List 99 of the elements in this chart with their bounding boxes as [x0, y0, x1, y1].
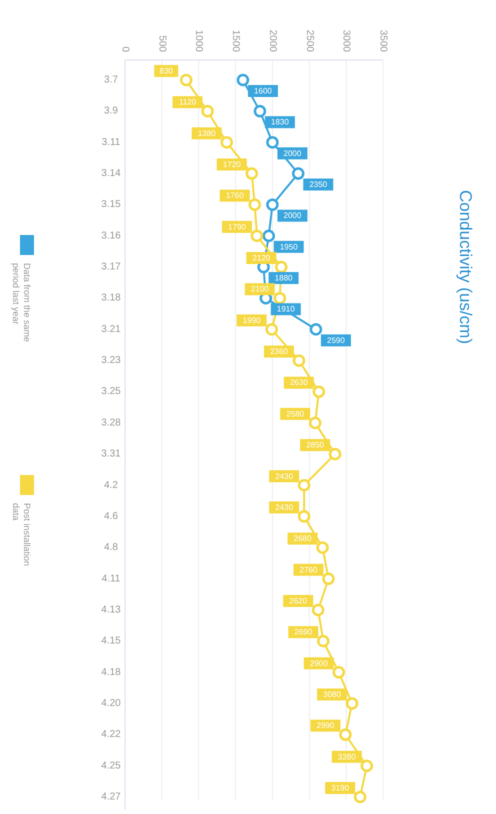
x-tick-label: 2500 — [304, 30, 315, 52]
point — [254, 104, 266, 118]
data-label: 1790 — [228, 222, 246, 232]
data-label: 2590 — [327, 336, 346, 345]
point — [346, 697, 358, 710]
data-label: 1830 — [271, 118, 290, 127]
point — [298, 510, 310, 523]
legend-label: Post installation data — [11, 503, 32, 566]
point — [266, 136, 279, 149]
data-label: 2120 — [252, 254, 271, 263]
text: Conductivity (us/cm) — [456, 190, 475, 344]
y-tick-label: 4.13 — [101, 604, 122, 616]
x-tick-label: 0 — [120, 46, 130, 52]
y-tick-label: 4.22 — [101, 729, 122, 740]
data-label: 2580 — [286, 409, 305, 418]
point — [312, 604, 324, 616]
data-label: 1600 — [254, 86, 272, 96]
data-label: 2430 — [275, 502, 294, 512]
data-label: 2000 — [284, 211, 302, 220]
point — [328, 448, 342, 460]
y-tick-label: 3.17 — [101, 262, 122, 273]
data-label: 2350 — [309, 180, 328, 190]
data-label: 2680 — [294, 534, 312, 544]
point — [275, 260, 288, 274]
y-tick-label: 3.31 — [101, 448, 122, 460]
point — [292, 354, 306, 367]
x-tick-label: 1500 — [230, 30, 242, 52]
y-tick-label: 3.15 — [101, 199, 122, 210]
y-tick-label: 3.7 — [104, 74, 118, 86]
y-tick-label: 4.25 — [101, 760, 122, 772]
data-label: 3190 — [331, 784, 350, 792]
point — [332, 666, 346, 679]
data-label: 2360 — [270, 347, 288, 356]
data-label: 2690 — [294, 628, 313, 637]
data-label: 1120 — [178, 98, 197, 107]
point — [312, 385, 326, 398]
y-tick-label: 3.25 — [101, 386, 122, 398]
data-label: 3080 — [323, 690, 342, 699]
point — [354, 790, 366, 804]
point — [274, 292, 286, 304]
point — [250, 230, 264, 242]
data-label: 1910 — [276, 304, 296, 314]
data-label: 2990 — [316, 721, 335, 730]
y-tick-label: 3.18 — [101, 292, 122, 304]
point — [308, 416, 322, 430]
y-tick-label: 4.8 — [104, 542, 118, 554]
data-label: 1880 — [274, 274, 294, 283]
y-tick-label: 3.14 — [101, 168, 122, 180]
data-label: 1950 — [280, 242, 298, 252]
point — [180, 74, 192, 86]
y-tick-label: 4.11 — [102, 573, 121, 584]
y-tick-label: 4.15 — [101, 636, 122, 647]
x-tick-label: 1000 — [193, 30, 204, 52]
point — [292, 167, 304, 180]
legend-label: Data from the same period last year — [11, 263, 32, 342]
data-label: 2100 — [250, 284, 270, 294]
point — [298, 479, 310, 492]
point — [266, 198, 279, 211]
y-tick-label: 3.28 — [101, 417, 122, 428]
data-label: 2900 — [310, 658, 328, 668]
x-tick-label: 2000 — [266, 30, 278, 52]
y-tick-label: 4.27 — [101, 792, 122, 802]
data-label: 2760 — [300, 565, 318, 574]
data-label: 1990 — [242, 316, 262, 325]
point — [317, 634, 330, 648]
y-tick-label: 4.6 — [104, 510, 118, 522]
data-label: 1760 — [226, 191, 244, 200]
y-tick-label: 4.18 — [101, 666, 122, 678]
point — [220, 136, 233, 149]
point — [201, 104, 214, 118]
y-tick-label: 3.23 — [101, 355, 122, 366]
y-tick-label: 4.20 — [101, 698, 122, 709]
data-label: 2430 — [275, 472, 294, 481]
data-label: 1720 — [222, 160, 242, 170]
y-tick-label: 3.11 — [102, 136, 121, 148]
x-tick-label: 3000 — [340, 30, 352, 52]
point — [339, 728, 352, 741]
point — [236, 74, 250, 86]
x-tick-label: 500 — [156, 35, 168, 52]
point — [265, 323, 278, 336]
data-label: 2620 — [289, 596, 308, 606]
point — [262, 230, 275, 242]
data-label: 2850 — [306, 440, 325, 450]
x-tick-label: 3500 — [378, 30, 388, 52]
y-tick-label: 3.21 — [101, 324, 122, 335]
data-label: 2630 — [290, 378, 308, 388]
y-tick-label: 4.2 — [104, 480, 118, 491]
data-label: 1380 — [198, 128, 216, 138]
y-tick-label: 3.16 — [101, 230, 122, 242]
point — [316, 541, 329, 554]
data-label: 2000 — [284, 148, 302, 158]
point — [322, 572, 335, 586]
point — [246, 167, 258, 180]
point — [310, 323, 322, 336]
data-label: 3280 — [338, 752, 356, 762]
point — [248, 198, 261, 211]
y-tick-label: 3.9 — [104, 106, 118, 117]
data-label: 830 — [160, 66, 174, 76]
point — [360, 760, 374, 772]
